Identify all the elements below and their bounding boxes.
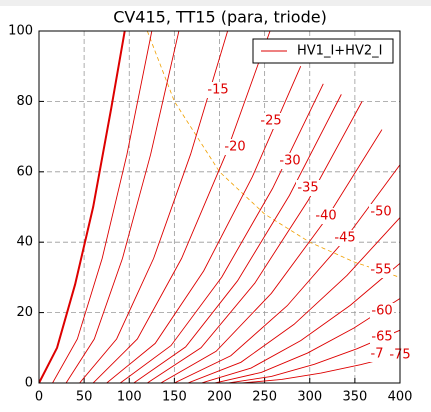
curve	[92, 31, 271, 383]
curve-label: -35	[297, 181, 318, 196]
top-strip	[0, 0, 431, 6]
y-tick-label: 80	[16, 94, 33, 109]
x-tick-label: 300	[297, 390, 322, 405]
curve-label: -30	[279, 154, 300, 169]
curve-label-bg	[365, 346, 389, 362]
x-tick-label: 150	[162, 390, 187, 405]
curve	[187, 217, 400, 383]
x-tick-label: 400	[388, 390, 413, 405]
curve-label: -55	[370, 263, 391, 278]
chart-title: CV415, TT15 (para, triode)	[113, 8, 327, 27]
y-tick-label: 60	[16, 164, 33, 179]
curve-label-bg	[370, 303, 394, 319]
curve	[52, 31, 153, 383]
x-tick-label: 0	[35, 390, 43, 405]
curve-label-bg	[206, 82, 230, 98]
curve	[119, 83, 324, 383]
limit-curve	[146, 31, 400, 278]
curve	[160, 129, 383, 383]
curve-label-bg	[296, 180, 320, 196]
curve-label: -7	[371, 347, 384, 362]
curve-label-bg	[223, 139, 247, 155]
plot-frame	[38, 30, 401, 384]
curve	[214, 298, 400, 383]
curve-label-bg	[369, 262, 393, 278]
curve-label: -60	[371, 304, 392, 319]
curve-label: -40	[315, 209, 336, 224]
curve-label: -50	[370, 205, 391, 220]
curve-label: -20	[224, 140, 245, 155]
y-tick-label: 0	[25, 376, 33, 391]
curve-label-bg	[333, 230, 357, 246]
y-tick-label: 100	[8, 24, 33, 39]
curve-label-bg	[369, 204, 393, 220]
y-tick-label: 20	[16, 305, 33, 320]
legend-label: HV1_I+HV2_I	[297, 44, 382, 59]
x-tick-label: 350	[342, 390, 367, 405]
curve-label-bg	[278, 153, 302, 169]
x-tick-label: 250	[252, 390, 277, 405]
curve	[106, 66, 302, 383]
curve	[147, 101, 363, 383]
curve-label-bg	[314, 208, 338, 224]
curve	[133, 94, 342, 383]
curve	[201, 262, 400, 383]
curve	[174, 164, 400, 383]
curve-label-bg	[259, 113, 283, 129]
curve	[79, 31, 229, 383]
curve-label: -65	[371, 330, 392, 345]
curve	[65, 31, 180, 383]
curve	[39, 31, 126, 383]
x-tick-label: 100	[117, 390, 142, 405]
x-tick-label: 200	[207, 390, 232, 405]
curve-label-bg	[370, 329, 394, 345]
curve-label: -15	[207, 83, 228, 98]
y-tick-label: 40	[16, 235, 33, 250]
curve-label: -25	[260, 114, 281, 129]
curve-label: -45	[334, 231, 355, 246]
x-tick-label: 50	[76, 390, 93, 405]
